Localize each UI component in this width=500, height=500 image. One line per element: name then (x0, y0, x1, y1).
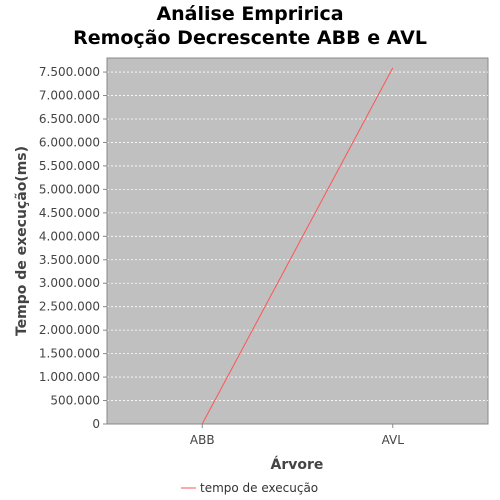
y-tick-label: 4.500.000 (39, 206, 100, 220)
y-tick-label: 3.000.000 (39, 276, 100, 290)
y-tick-label: 1.000.000 (39, 370, 100, 384)
legend: tempo de execução (181, 481, 318, 495)
y-tick-label: 5.500.000 (39, 159, 100, 173)
grid-lines (107, 71, 488, 401)
y-tick-label: 3.500.000 (39, 253, 100, 267)
y-tick-label: 5.000.000 (39, 182, 100, 196)
series-line (201, 67, 394, 425)
plot-area (106, 57, 489, 425)
y-tick-label: 4.000.000 (39, 229, 100, 243)
y-tick-label: 6.500.000 (39, 112, 100, 126)
x-tick-label: AVL (382, 433, 405, 447)
y-tick-label: 500.000 (50, 394, 100, 408)
x-tick-label: ABB (190, 433, 215, 447)
series-layer (201, 67, 394, 425)
y-tick-label: 1.500.000 (39, 347, 100, 361)
y-axis-label: Tempo de execução(ms) (14, 146, 30, 336)
y-axis-ticks: 0 500.000 1.000.000 1.500.000 2.000.000 2.500… (39, 65, 107, 431)
y-tick-label: 6.000.000 (39, 135, 100, 149)
legend-label: tempo de execução (200, 481, 318, 495)
y-tick-label: 0 (92, 417, 100, 431)
y-tick-label: 2.500.000 (39, 300, 100, 314)
y-tick-label: 7.000.000 (39, 89, 100, 103)
x-axis-label: Árvore (271, 456, 324, 473)
y-tick-label: 2.000.000 (39, 323, 100, 337)
x-axis-ticks: ABB AVL (190, 424, 404, 447)
y-tick-label: 7.500.000 (39, 65, 100, 79)
chart-subtitle: Remoção Decrescente ABB e AVL (73, 27, 427, 49)
chart-title: Análise Empririca (156, 3, 343, 25)
